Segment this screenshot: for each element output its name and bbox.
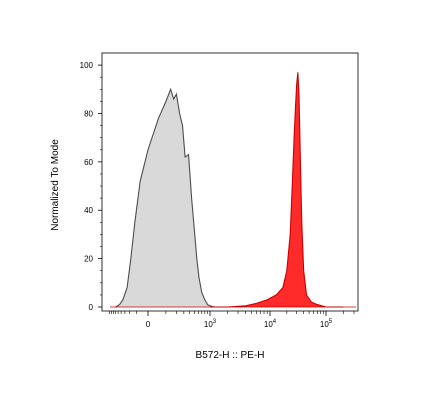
series-1-line: [115, 87, 221, 308]
series-1-area: [115, 89, 221, 307]
y-tick-label-100: 100: [80, 61, 94, 70]
x-tick-label-2: 104: [264, 319, 277, 329]
x-axis: 0 103 104 105: [109, 311, 355, 329]
x-tick-label-3: 105: [320, 319, 333, 329]
x-tick-label-1: 103: [204, 319, 217, 329]
y-axis: 0 20 40 60 80 100: [80, 61, 102, 312]
plot-frame: [101, 52, 359, 312]
y-tick-label-40: 40: [84, 206, 93, 215]
series-2-area: [210, 72, 344, 307]
y-tick-label-80: 80: [84, 109, 93, 118]
series-2-line: [210, 72, 344, 308]
plot-area: [110, 72, 356, 308]
y-tick-label-0: 0: [89, 303, 94, 312]
x-axis-label: B572-H :: PE-H: [196, 350, 265, 361]
y-tick-label-60: 60: [84, 158, 93, 167]
y-axis-label: Normalized To Mode: [50, 139, 61, 231]
y-tick-label-20: 20: [84, 255, 93, 264]
x-tick-label-0: 0: [146, 320, 151, 329]
